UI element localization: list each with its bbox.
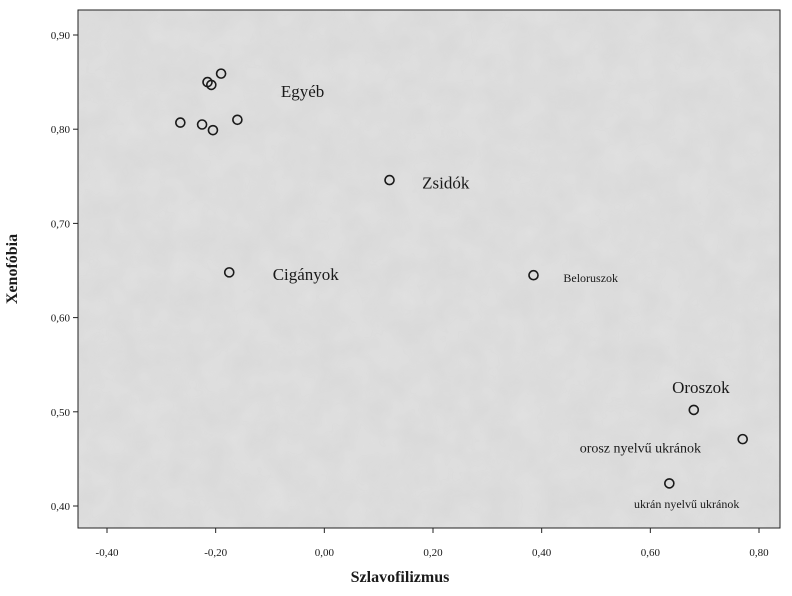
y-tick-label: 0,70 [51, 218, 71, 230]
x-tick-label: 0,60 [641, 547, 661, 559]
plot-area-texture [78, 10, 780, 528]
data-point [223, 267, 235, 278]
x-tick-label: -0,40 [96, 547, 119, 559]
data-point [688, 404, 700, 416]
y-tick-label: 0,90 [51, 30, 71, 42]
point-label: ukrán nyelvű ukránok [634, 497, 739, 511]
x-tick-label: -0,20 [204, 547, 227, 559]
data-point [232, 114, 243, 126]
data-point [207, 124, 219, 136]
y-tick-label: 0,50 [51, 407, 71, 419]
x-tick-label: 0,80 [749, 547, 769, 559]
x-tick-label: 0,20 [423, 547, 443, 559]
data-point [196, 119, 208, 130]
data-point [528, 269, 539, 281]
x-tick-label: 0,00 [315, 547, 335, 559]
point-label: Beloruszok [563, 271, 618, 285]
y-axis-ticks: 0,40 0,50 0,60 0,70 0,80 0,90 [51, 30, 78, 513]
y-tick-label: 0,60 [51, 313, 71, 325]
data-point [737, 433, 749, 445]
data-point [384, 174, 395, 186]
point-label: orosz nyelvű ukránok [580, 441, 701, 456]
data-point [215, 68, 227, 79]
data-point [664, 478, 675, 489]
point-label: Oroszok [672, 378, 730, 397]
point-label: Egyéb [281, 82, 324, 101]
x-axis-ticks: -0,40 -0,20 0,00 0,20 0,40 0,60 0,80 [96, 528, 769, 559]
y-tick-label: 0,80 [51, 124, 71, 136]
x-axis-title: Szlavofilizmus [351, 569, 450, 586]
point-label: Cigányok [273, 265, 340, 284]
x-tick-label: 0,40 [532, 547, 552, 559]
point-labels: Egyéb Zsidók Cigányok Beloruszok Oroszok oros… [273, 82, 740, 511]
y-tick-label: 0,40 [51, 501, 71, 513]
data-point [206, 79, 217, 91]
plot-area-border [77, 9, 781, 529]
data-point [175, 117, 186, 128]
y-axis-title: Xenofóbia [4, 234, 21, 304]
data-points [175, 68, 749, 489]
point-label: Zsidók [422, 174, 470, 193]
